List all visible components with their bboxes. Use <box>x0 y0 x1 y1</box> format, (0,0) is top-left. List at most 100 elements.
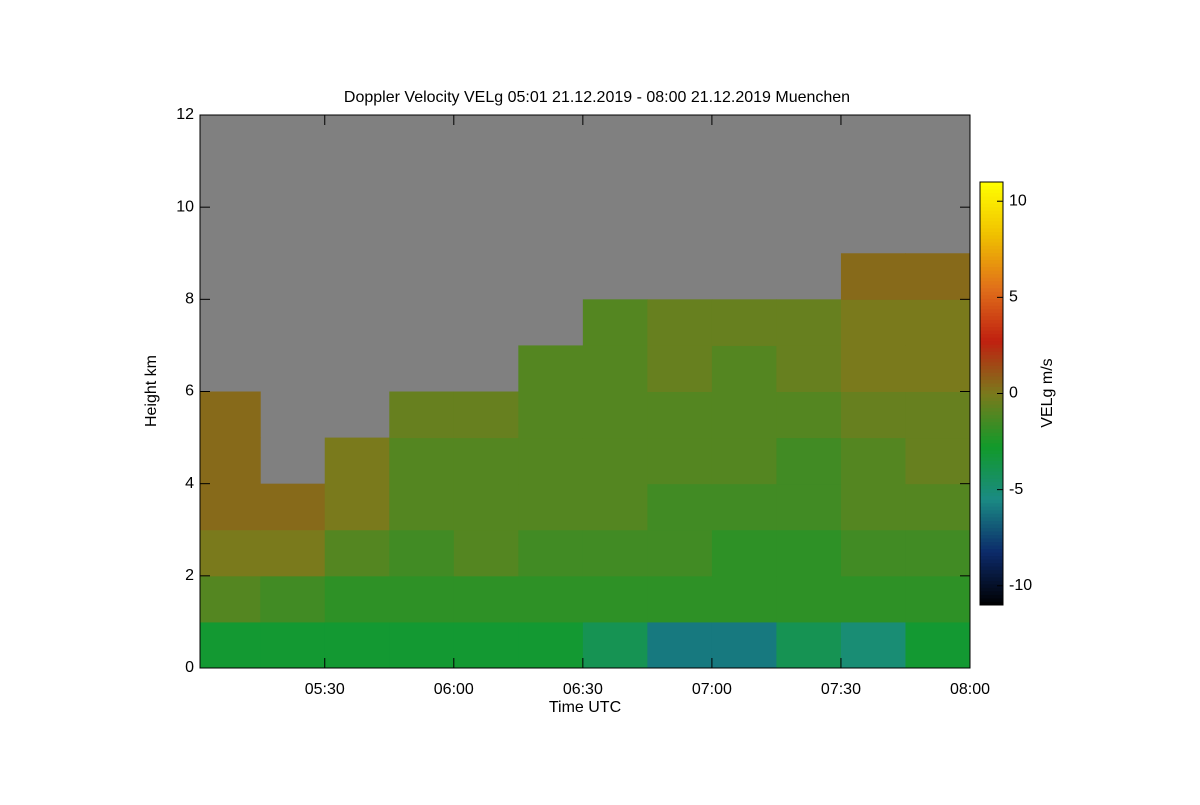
y-tick-label: 2 <box>185 567 194 584</box>
heatmap-cell <box>776 483 842 531</box>
colorbar-segment <box>980 365 1003 370</box>
colorbar-segment <box>980 273 1003 278</box>
colorbar-segment <box>980 425 1003 430</box>
heatmap-cell <box>518 345 584 392</box>
heatmap-cell <box>905 575 971 623</box>
colorbar-segment <box>980 185 1003 190</box>
colorbar-segment <box>980 305 1003 310</box>
heatmap-cell <box>582 299 648 346</box>
heatmap-cell <box>840 437 906 485</box>
heatmap-cell <box>582 483 648 531</box>
heatmap-cell <box>905 391 971 439</box>
heatmap-cell <box>647 529 713 577</box>
colorbar-segment <box>980 337 1003 342</box>
colorbar-segment <box>980 227 1003 232</box>
colorbar-segment <box>980 478 1003 483</box>
heatmap-cell <box>389 483 455 531</box>
colorbar-segment <box>980 520 1003 525</box>
colorbar-segment <box>980 456 1003 461</box>
heatmap-cell <box>711 621 777 669</box>
colorbar-segment <box>980 397 1003 402</box>
colorbar-segment <box>980 206 1003 211</box>
colorbar-segment <box>980 266 1003 271</box>
heatmap-cell <box>389 529 455 577</box>
colorbar-segment <box>980 562 1003 567</box>
heatmap-cell <box>453 483 519 531</box>
colorbar-segment <box>980 435 1003 440</box>
colorbar-segment <box>980 217 1003 222</box>
heatmap-cell <box>905 437 971 485</box>
heatmap-cell <box>453 621 519 669</box>
colorbar-segment <box>980 238 1003 243</box>
heatmap-cell <box>840 483 906 531</box>
colorbar-segment <box>980 509 1003 514</box>
colorbar-segment <box>980 241 1003 246</box>
heatmap-cell <box>582 529 648 577</box>
heatmap-cell <box>905 299 971 346</box>
colorbar-segment <box>980 492 1003 497</box>
heatmap-cell <box>453 391 519 439</box>
colorbar-segment <box>980 287 1003 292</box>
colorbar-segment <box>980 389 1003 394</box>
x-tick-label: 08:00 <box>950 681 990 698</box>
colorbar-segment <box>980 379 1003 384</box>
y-tick-label: 12 <box>176 106 194 123</box>
heatmap-cell <box>647 575 713 623</box>
colorbar-segment <box>980 488 1003 493</box>
heatmap-cell <box>711 575 777 623</box>
colorbar-segment <box>980 400 1003 405</box>
colorbar-segment <box>980 224 1003 229</box>
colorbar-segment <box>980 580 1003 585</box>
colorbar-segment <box>980 393 1003 398</box>
colorbar-segment <box>980 576 1003 581</box>
colorbar-segment <box>980 294 1003 299</box>
heatmap-cell <box>324 529 390 577</box>
colorbar-segment <box>980 213 1003 218</box>
heatmap-cell <box>260 483 326 531</box>
chart-title: Doppler Velocity VELg 05:01 21.12.2019 -… <box>344 89 850 106</box>
heatmap-cell <box>518 621 584 669</box>
heatmap-cell <box>711 437 777 485</box>
colorbar-segment <box>980 495 1003 500</box>
x-tick-label: 06:00 <box>434 681 474 698</box>
colorbar-segment <box>980 354 1003 359</box>
colorbar-segment <box>980 502 1003 507</box>
heatmap-cell <box>200 575 261 623</box>
heatmap-cell <box>776 299 842 346</box>
colorbar-segment <box>980 263 1003 268</box>
heatmap-cell <box>776 391 842 439</box>
colorbar-segment <box>980 280 1003 285</box>
colorbar-segment <box>980 252 1003 257</box>
y-tick-label: 8 <box>185 291 194 308</box>
y-tick-label: 6 <box>185 383 194 400</box>
colorbar-segment <box>980 411 1003 416</box>
colorbar-segment <box>980 382 1003 387</box>
colorbar-segment <box>980 333 1003 338</box>
colorbar-segment <box>980 301 1003 306</box>
colorbar-segment <box>980 315 1003 320</box>
colorbar-segment <box>980 594 1003 599</box>
y-tick-label: 10 <box>176 198 194 215</box>
colorbar-segment <box>980 442 1003 447</box>
heatmap-cell <box>840 529 906 577</box>
colorbar-segment <box>980 460 1003 465</box>
heatmap-cell <box>776 621 842 669</box>
colorbar-segment <box>980 298 1003 303</box>
colorbar-segment <box>980 601 1003 606</box>
heatmap-cell <box>840 299 906 346</box>
heatmap-cell <box>324 437 390 485</box>
colorbar-segment <box>980 361 1003 366</box>
x-tick-label: 07:00 <box>692 681 732 698</box>
heatmap-cell <box>324 621 390 669</box>
colorbar-segment <box>980 506 1003 511</box>
heatmap-cell <box>260 575 326 623</box>
heatmap-cell <box>582 437 648 485</box>
colorbar-segment <box>980 323 1003 328</box>
heatmap-cell <box>582 575 648 623</box>
colorbar-segment <box>980 189 1003 194</box>
colorbar-segment <box>980 351 1003 356</box>
colorbar-segment <box>980 407 1003 412</box>
heatmap-cell <box>453 437 519 485</box>
heatmap-cell <box>582 345 648 392</box>
